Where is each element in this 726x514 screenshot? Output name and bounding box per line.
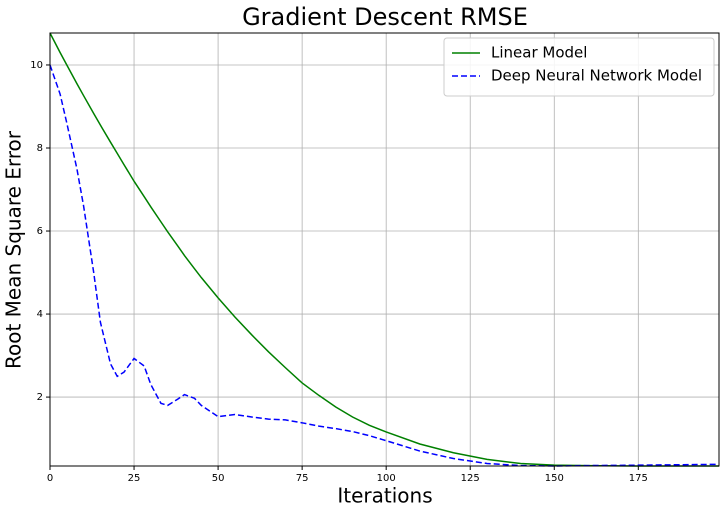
y-tick-label: 4 — [37, 309, 43, 320]
data-line — [49, 32, 719, 467]
x-axis-label: Iterations — [337, 484, 432, 508]
x-tick-label: 75 — [296, 473, 309, 484]
legend-label: Linear Model — [491, 44, 587, 62]
chart-title: Gradient Descent RMSE — [242, 3, 528, 31]
y-axis-label: Root Mean Square Error — [2, 130, 26, 369]
x-tick-label: 175 — [629, 473, 648, 484]
x-tick-label: 0 — [47, 473, 53, 484]
data-line — [49, 64, 720, 467]
x-tick-label: 150 — [545, 473, 564, 484]
legend-label: Deep Neural Network Model — [491, 67, 702, 85]
x-tick-label: 125 — [461, 473, 480, 484]
y-tick-label: 10 — [30, 60, 43, 71]
legend-box — [443, 37, 715, 97]
x-tick-label: 50 — [212, 473, 225, 484]
x-tick-label: 25 — [128, 473, 141, 484]
y-tick-label: 2 — [37, 392, 43, 403]
plot-frame — [49, 32, 720, 467]
y-tick-label: 6 — [37, 226, 43, 237]
y-tick-label: 8 — [37, 143, 43, 154]
x-tick-label: 100 — [377, 473, 396, 484]
